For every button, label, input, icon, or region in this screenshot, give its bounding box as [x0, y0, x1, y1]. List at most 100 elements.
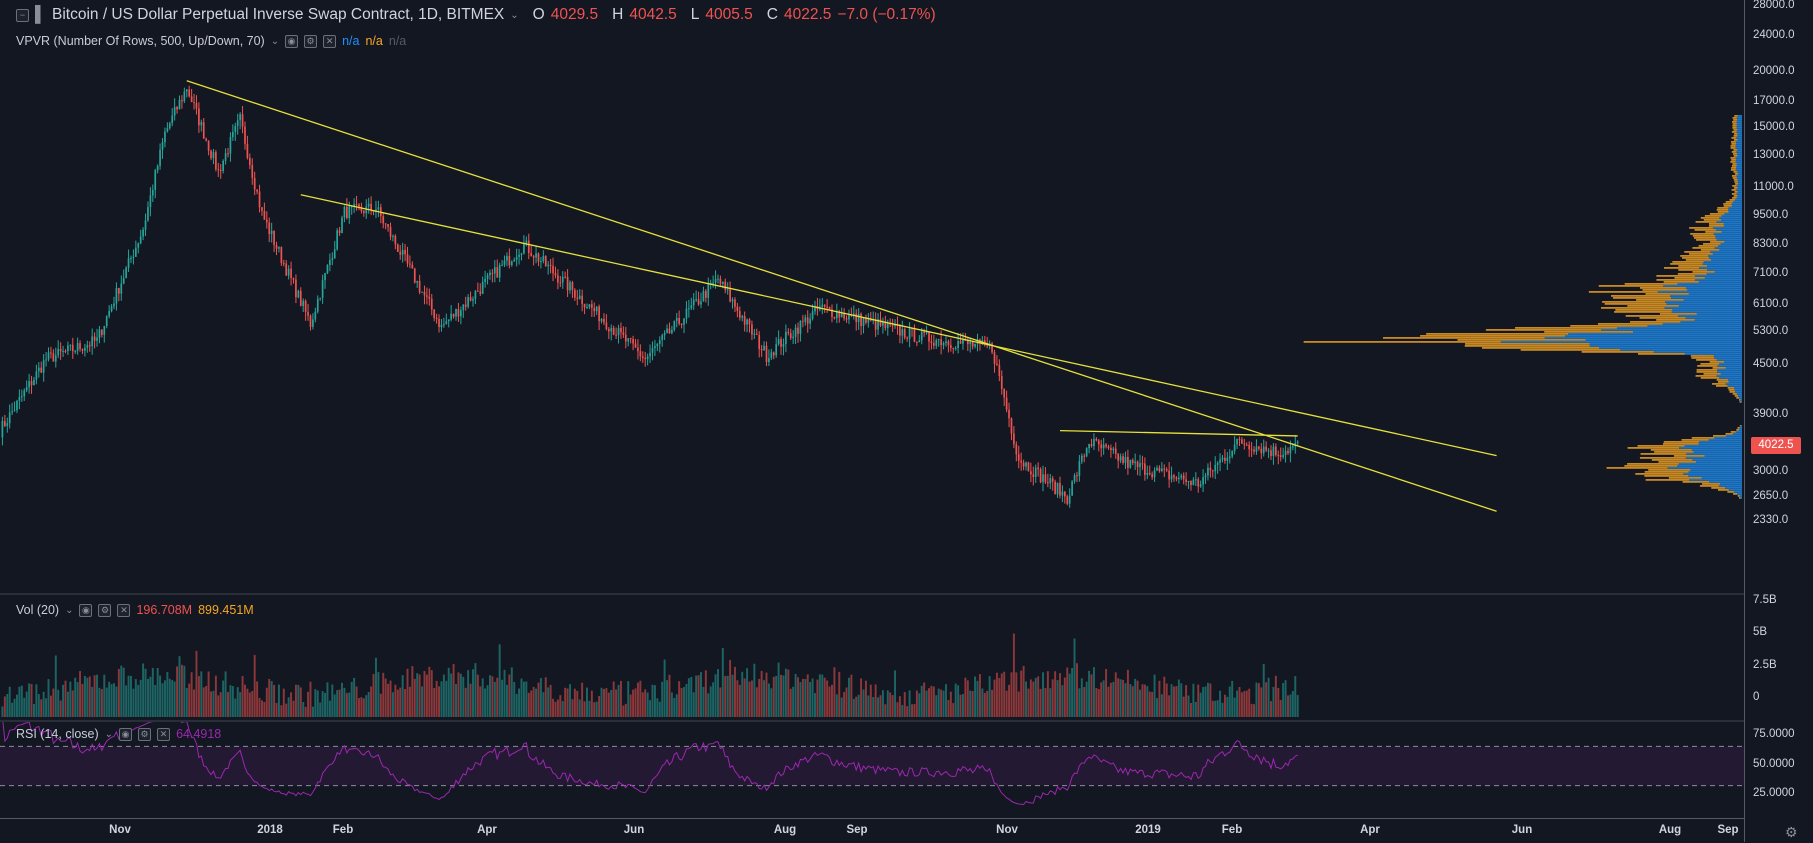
price-chart[interactable] — [0, 0, 1744, 593]
candle-body — [867, 318, 870, 323]
vp-up-row — [1735, 161, 1742, 163]
volume-bar — [1214, 700, 1217, 717]
candle-body — [1044, 474, 1047, 483]
rsi-pane[interactable]: RSI (14, close) ⌄ ◉ ⚙ ✕ 64.4918 — [0, 722, 1744, 818]
volume-bar — [32, 704, 35, 717]
candle-body — [564, 276, 567, 278]
eye-icon[interactable]: ◉ — [285, 34, 299, 48]
settings-gear-icon[interactable]: ⚙ — [1785, 824, 1798, 840]
volume-bar — [108, 681, 111, 717]
volume-bar — [658, 701, 661, 717]
time-axis[interactable]: Nov 2018 Feb Apr Jun Aug Sep Nov 2019 Feb Apr Jun Au… — [0, 818, 1744, 843]
symbol-title[interactable]: Bitcoin / US Dollar Perpetual Inverse Sw… — [51, 6, 505, 23]
close-icon[interactable]: ✕ — [157, 727, 171, 741]
volume-bar — [726, 675, 729, 717]
candle-body — [1010, 418, 1013, 434]
vp-up-row — [1736, 117, 1742, 119]
collapse-icon[interactable]: − — [16, 8, 29, 22]
vp-up-row — [1703, 261, 1742, 263]
volume-bar — [292, 700, 295, 717]
volume-bar — [190, 672, 193, 717]
vp-up-row — [1678, 315, 1742, 317]
volume-bar — [302, 702, 305, 717]
pane-separator[interactable] — [0, 593, 1813, 595]
rsi-label[interactable]: RSI (14, close) — [16, 727, 99, 741]
candle-body — [273, 230, 275, 246]
vp-up-row — [1719, 377, 1742, 379]
volume-bar — [1092, 667, 1095, 717]
vp-up-row — [1739, 427, 1742, 429]
volume-bar — [690, 677, 693, 717]
vp-up-row — [1691, 449, 1742, 451]
volume-bar — [418, 674, 421, 717]
candle-body — [1296, 441, 1299, 444]
volume-bar — [98, 687, 101, 717]
pane-separator[interactable] — [0, 720, 1813, 722]
vp-up-row — [1716, 359, 1742, 361]
vp-up-row — [1728, 379, 1742, 381]
candle-body — [1289, 446, 1292, 454]
volume-bar — [782, 675, 785, 717]
volume-bar — [704, 670, 707, 717]
chevron-down-icon[interactable]: ⌄ — [104, 728, 114, 740]
candle-body — [1277, 455, 1280, 457]
candle-body — [1260, 448, 1263, 454]
candle-body — [1284, 450, 1287, 455]
volume-bar — [586, 687, 588, 717]
volume-bar — [45, 698, 48, 717]
price-pane[interactable]: − ▌ Bitcoin / US Dollar Perpetual Invers… — [0, 0, 1744, 593]
vp-down-row — [1627, 447, 1680, 449]
candle-body — [712, 282, 714, 284]
gear-icon[interactable]: ⚙ — [138, 727, 152, 741]
volume-bar — [416, 673, 419, 717]
vp-down-row — [1639, 317, 1686, 319]
vp-down-row — [1615, 309, 1673, 311]
chevron-down-icon[interactable]: ⌄ — [270, 35, 280, 47]
volume-chart[interactable] — [0, 595, 1744, 720]
volume-bar — [697, 675, 700, 717]
candle-body — [348, 206, 351, 219]
ohlc-low-label: L — [690, 6, 700, 23]
volume-bar — [396, 689, 399, 717]
candle-body — [1034, 467, 1037, 477]
volume-bar — [981, 688, 984, 717]
candle-body — [751, 324, 753, 335]
candle-body — [1253, 449, 1255, 452]
time-tick: Aug — [773, 824, 797, 836]
volume-bar — [1272, 686, 1275, 717]
volume-pane[interactable]: Vol (20) ⌄ ◉ ⚙ ✕ 196.708M 899.451M — [0, 595, 1744, 720]
volume-label[interactable]: Vol (20) — [16, 603, 60, 617]
volume-bar — [508, 674, 511, 717]
volume-bar — [627, 681, 630, 717]
close-icon[interactable]: ✕ — [323, 34, 337, 48]
volume-bar — [1274, 675, 1277, 717]
volume-bar — [481, 678, 484, 717]
volume-bar — [724, 675, 727, 717]
volume-bar — [731, 674, 734, 717]
vp-down-row — [1696, 369, 1718, 371]
trendlines — [186, 80, 1497, 512]
vpvr-label[interactable]: VPVR (Number Of Rows, 500, Up/Down, 70) — [16, 34, 265, 48]
candle-body — [755, 333, 758, 335]
candle-body — [1207, 467, 1209, 476]
volume-bar — [561, 701, 564, 717]
eye-icon[interactable]: ◉ — [119, 727, 133, 741]
gear-icon[interactable]: ⚙ — [98, 603, 112, 617]
chevron-down-icon[interactable]: ⌄ — [65, 604, 74, 616]
volume-bar — [37, 694, 40, 717]
eye-icon[interactable]: ◉ — [79, 603, 93, 617]
price-axis[interactable]: 28000.0 24000.0 20000.0 17000.0 15000.0 13000… — [1744, 0, 1813, 842]
vp-up-row — [1669, 295, 1742, 297]
vp-up-row — [1715, 237, 1742, 239]
candle-body — [552, 265, 554, 274]
vp-up-row — [1736, 177, 1742, 179]
volume-bar — [1253, 704, 1256, 717]
chevron-down-icon[interactable]: ⌄ — [510, 9, 519, 21]
rsi-chart[interactable] — [0, 722, 1744, 818]
gear-icon[interactable]: ⚙ — [304, 34, 318, 48]
close-icon[interactable]: ✕ — [117, 603, 131, 617]
time-tick: Nov — [996, 824, 1018, 836]
volume-bar — [1066, 667, 1069, 717]
candle-body — [1255, 446, 1258, 452]
candle-body — [641, 356, 644, 359]
